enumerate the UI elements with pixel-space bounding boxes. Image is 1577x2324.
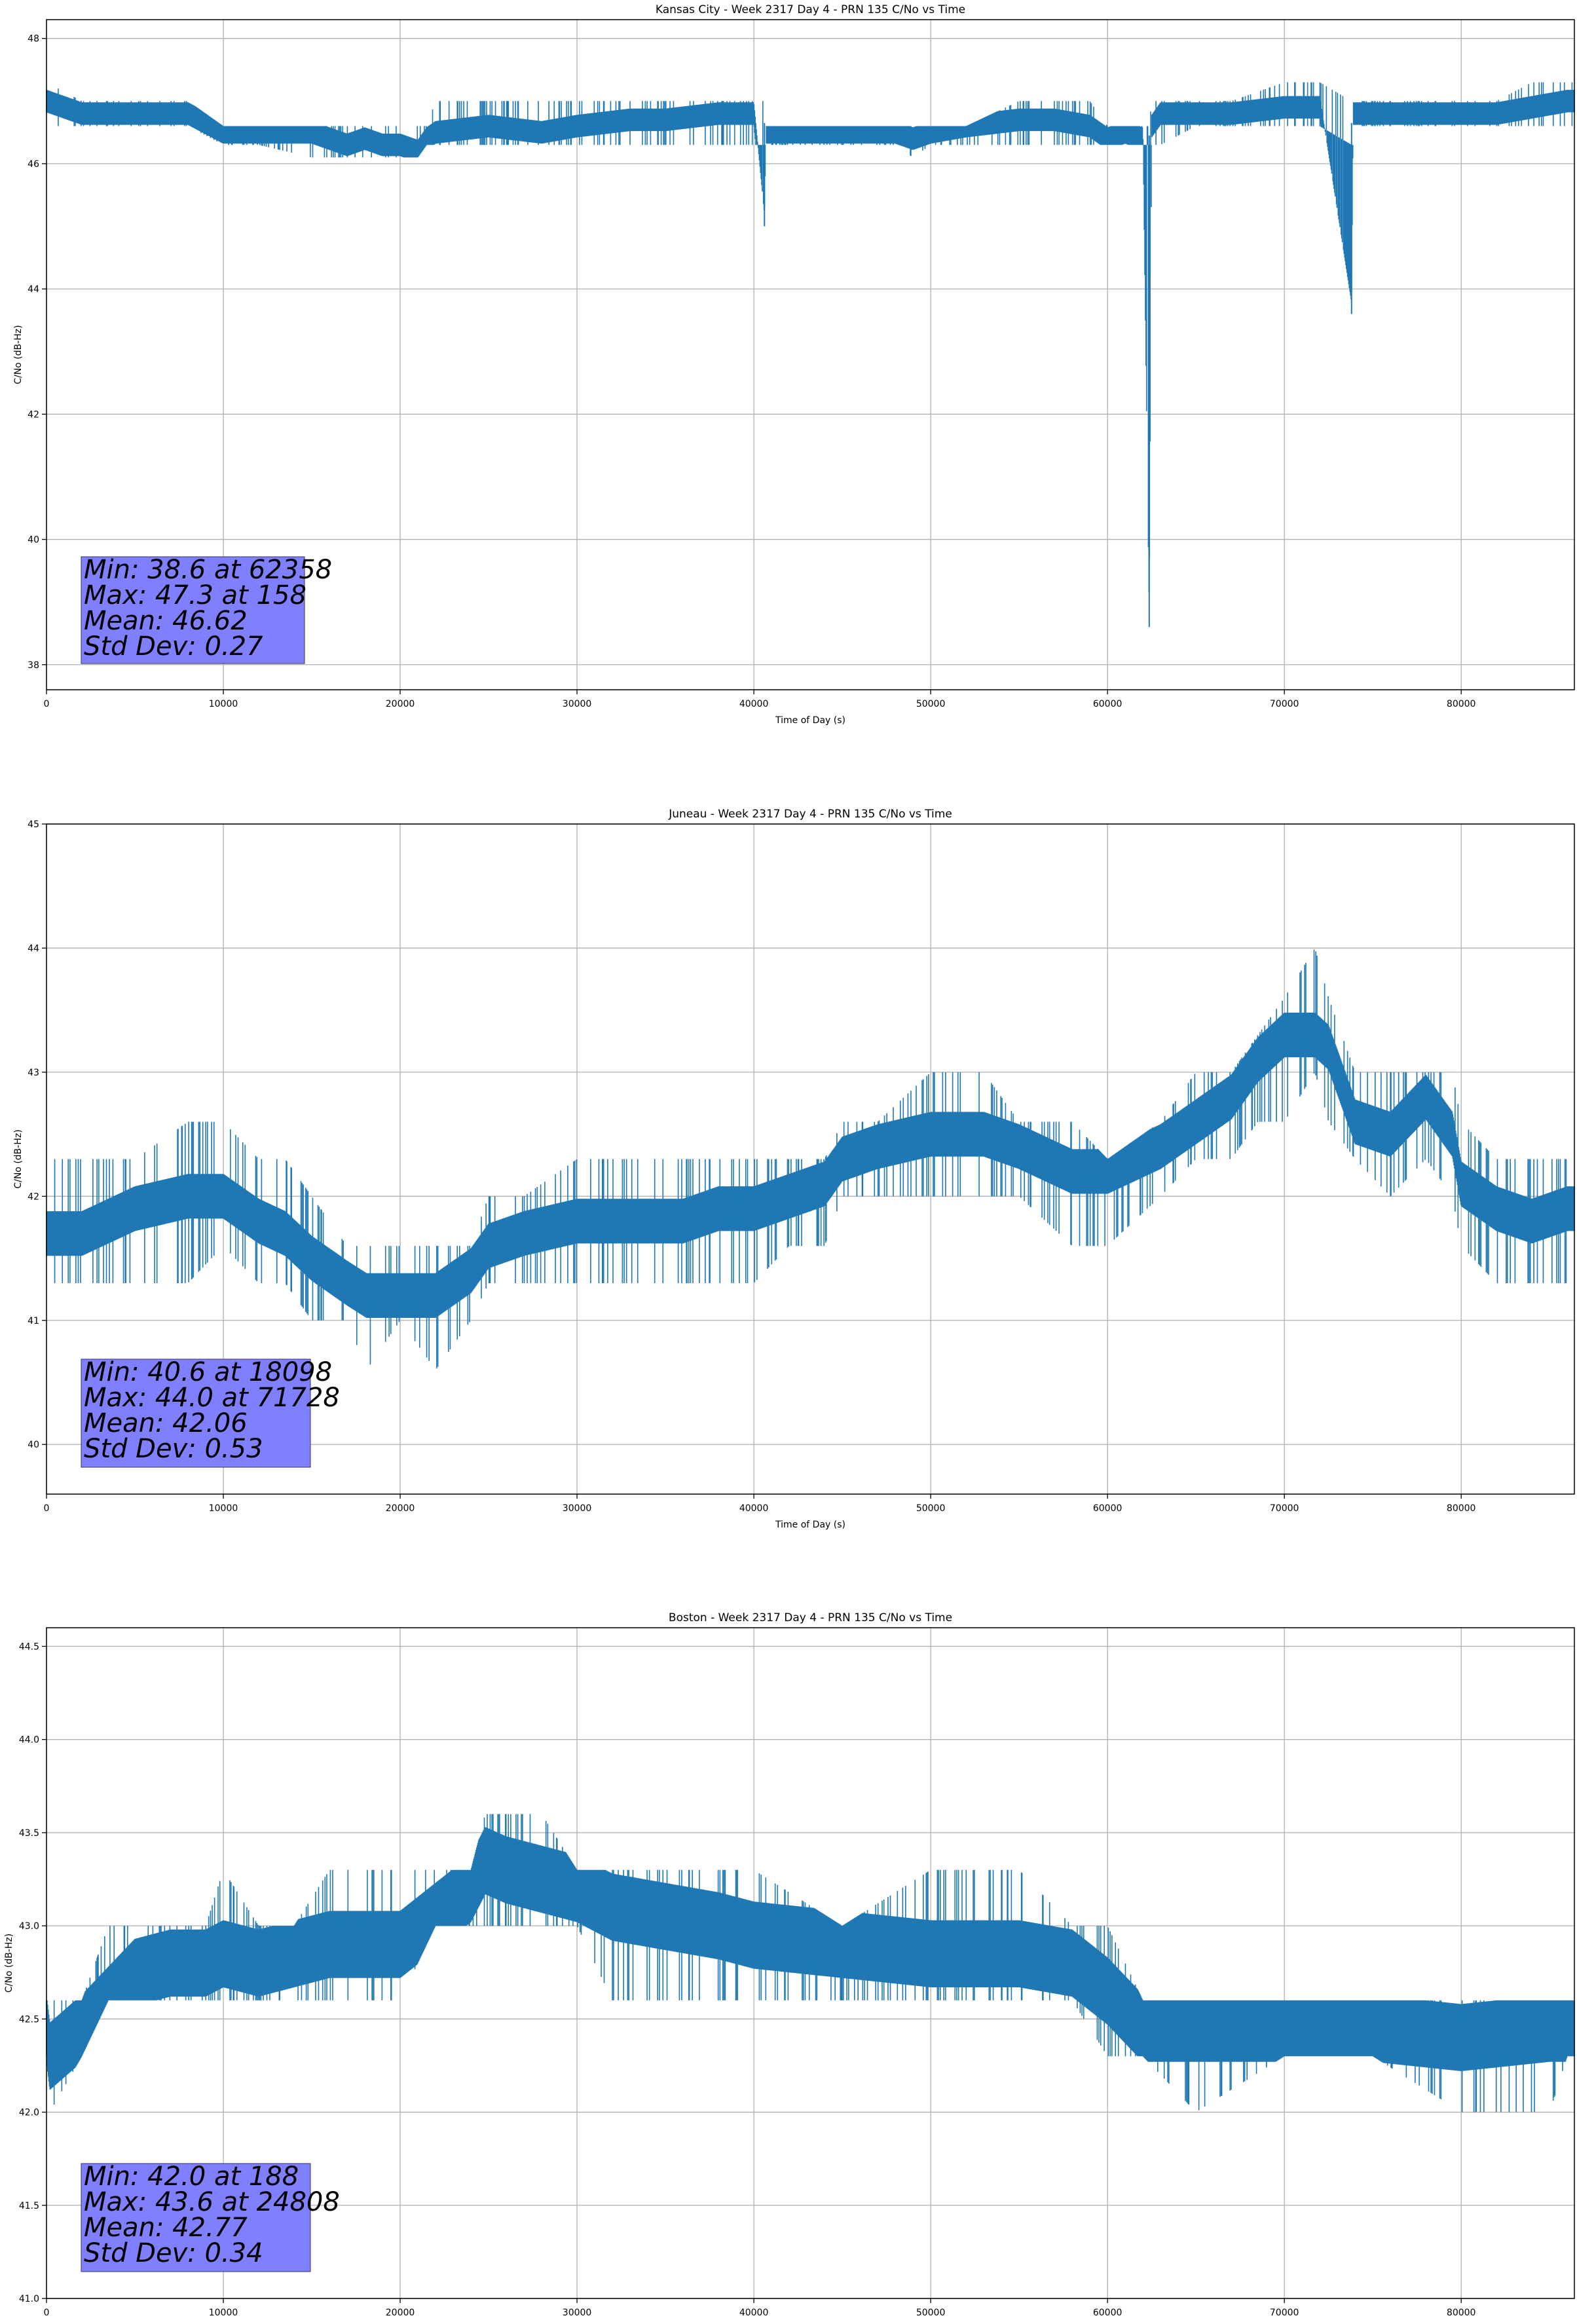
- y-tick-label: 40: [28, 535, 39, 546]
- x-axis-label: Time of Day (s): [775, 1520, 845, 1530]
- x-tick-label: 0: [44, 2308, 50, 2318]
- stats-line: Min: 42.0 at 188: [84, 2162, 299, 2192]
- stats-line: Max: 43.6 at 24808: [84, 2187, 340, 2217]
- stats-line: Mean: 42.77: [84, 2213, 248, 2243]
- stats-line: Min: 38.6 at 62358: [84, 555, 332, 585]
- stats-line: Std Dev: 0.53: [84, 1434, 263, 1464]
- y-tick-label: 43: [28, 1068, 39, 1078]
- y-axis-label: C/No (dB-Hz): [13, 1129, 24, 1188]
- y-tick-label: 41.0: [19, 2294, 39, 2304]
- stats-box-background: [81, 556, 305, 664]
- stats-line: Std Dev: 0.27: [84, 631, 263, 662]
- y-tick-label: 44.5: [19, 1641, 39, 1652]
- x-tick-label: 30000: [563, 1503, 592, 1514]
- y-tick-label: 41.5: [19, 2201, 39, 2211]
- y-tick-label: 46: [28, 159, 39, 170]
- stats-box-background: [81, 1359, 311, 1468]
- x-tick-label: 70000: [1270, 2308, 1299, 2318]
- x-tick-label: 80000: [1447, 1503, 1476, 1514]
- x-tick-label: 20000: [386, 1503, 415, 1514]
- y-tick-label: 40: [28, 1440, 39, 1450]
- y-tick-label: 43.5: [19, 1828, 39, 1839]
- x-tick-label: 30000: [563, 699, 592, 709]
- series-line: [46, 82, 1575, 628]
- plot-frame: [46, 19, 1575, 690]
- y-tick-label: 44: [28, 943, 39, 954]
- chart-panel-1: Kansas City - Week 2317 Day 4 - PRN 135 …: [13, 3, 1575, 726]
- chart-panel-2: Juneau - Week 2317 Day 4 - PRN 135 C/No …: [13, 808, 1575, 1530]
- x-axis-label: Time of Day (s): [775, 715, 845, 726]
- stats-line: Max: 47.3 at 158: [84, 580, 306, 610]
- plot-frame: [46, 1627, 1575, 2299]
- x-tick-label: 50000: [916, 1503, 946, 1514]
- x-tick-label: 50000: [916, 2308, 946, 2318]
- y-axis-label: C/No (dB-Hz): [4, 1934, 14, 1993]
- x-tick-label: 0: [44, 1503, 50, 1514]
- stats-line: Max: 44.0 at 71728: [84, 1383, 340, 1413]
- x-tick-label: 80000: [1447, 699, 1476, 709]
- plot-frame: [46, 823, 1575, 1495]
- stats-box-background: [81, 2163, 311, 2272]
- x-tick-label: 80000: [1447, 2308, 1476, 2318]
- x-tick-label: 70000: [1270, 699, 1299, 709]
- stats-line: Mean: 42.06: [84, 1408, 248, 1438]
- x-tick-label: 60000: [1093, 1503, 1122, 1514]
- x-tick-label: 20000: [386, 699, 415, 709]
- y-axis-label: C/No (dB-Hz): [13, 325, 24, 384]
- x-tick-label: 10000: [209, 1503, 238, 1514]
- stats-line: Std Dev: 0.34: [84, 2238, 263, 2268]
- stats-line: Mean: 46.62: [84, 606, 248, 636]
- x-tick-label: 30000: [563, 2308, 592, 2318]
- x-tick-label: 10000: [209, 2308, 238, 2318]
- stats-line: Min: 40.6 at 18098: [84, 1357, 332, 1387]
- chart-title: Juneau - Week 2317 Day 4 - PRN 135 C/No …: [668, 808, 952, 821]
- y-tick-label: 42: [28, 409, 39, 420]
- y-tick-label: 43.0: [19, 1921, 39, 1932]
- y-tick-label: 42.0: [19, 2108, 39, 2118]
- x-tick-label: 10000: [209, 699, 238, 709]
- chart-title: Boston - Week 2317 Day 4 - PRN 135 C/No …: [669, 1611, 952, 1624]
- y-tick-label: 48: [28, 34, 39, 45]
- y-tick-label: 44: [28, 284, 39, 295]
- chart-panel-3: Boston - Week 2317 Day 4 - PRN 135 C/No …: [4, 1611, 1575, 2318]
- x-tick-label: 0: [44, 699, 50, 709]
- y-tick-label: 45: [28, 819, 39, 830]
- x-tick-label: 40000: [739, 2308, 769, 2318]
- y-tick-label: 38: [28, 660, 39, 671]
- x-tick-label: 40000: [739, 1503, 769, 1514]
- chart-title: Kansas City - Week 2317 Day 4 - PRN 135 …: [656, 3, 965, 16]
- y-tick-label: 41: [28, 1316, 39, 1326]
- x-tick-label: 70000: [1270, 1503, 1299, 1514]
- x-tick-label: 20000: [386, 2308, 415, 2318]
- y-tick-label: 42.5: [19, 2014, 39, 2025]
- x-tick-label: 50000: [916, 699, 946, 709]
- x-tick-label: 60000: [1093, 2308, 1122, 2318]
- x-tick-label: 40000: [739, 699, 769, 709]
- y-tick-label: 42: [28, 1191, 39, 1202]
- y-tick-label: 44.0: [19, 1735, 39, 1746]
- x-tick-label: 60000: [1093, 699, 1122, 709]
